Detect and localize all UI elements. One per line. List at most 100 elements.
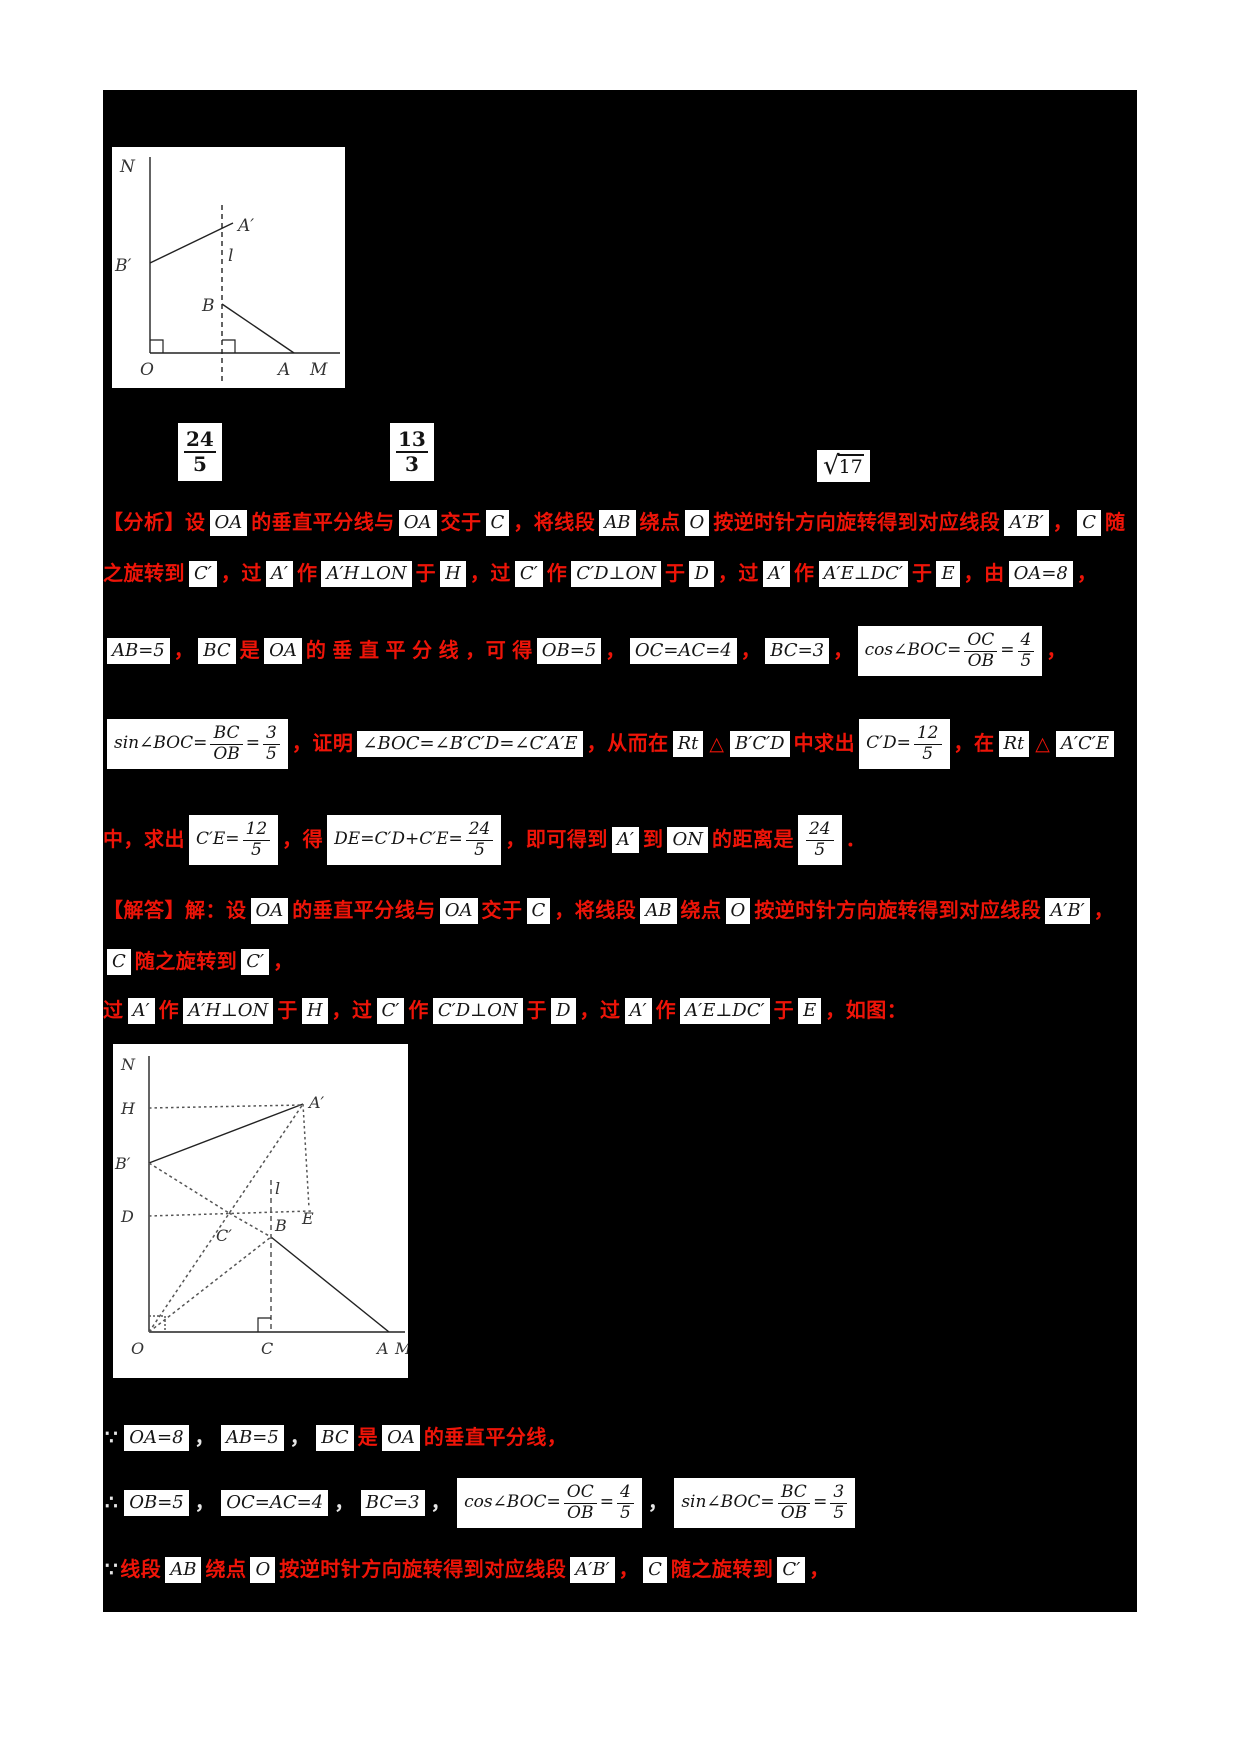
math-box: BC <box>198 637 236 665</box>
red-text: 作 <box>794 563 815 585</box>
label-C-prime: C′ <box>216 1226 232 1245</box>
white-text: ， <box>194 1427 216 1449</box>
numerator: 12 <box>916 722 939 743</box>
math-box: A′E⊥DC′ <box>680 997 770 1025</box>
white-text: ， <box>194 1492 216 1514</box>
denominator: OB <box>777 1502 811 1524</box>
math-box: OC=AC=4 <box>629 637 737 665</box>
math-text: = <box>813 1492 828 1513</box>
segment-B-A <box>270 1236 390 1333</box>
red-text: 的距离是 <box>711 829 794 851</box>
red-text: 是 <box>239 640 261 662</box>
red-text: ， <box>273 951 294 973</box>
analysis-line-5: 中，求出 C′E= 12 5 ，得 DE=C′D+C′E= 24 5 ，即可得到 A′ 到 ON 的距离… <box>103 798 1137 882</box>
label-B: B <box>274 1216 287 1235</box>
fraction: 12 5 <box>913 722 942 764</box>
red-text: ． <box>845 829 867 851</box>
content-block: N A′ B′ l B O A M 24 5 13 3 √ <box>103 90 1137 1612</box>
red-text: 到 <box>642 829 664 851</box>
label-A-prime: A′ <box>236 216 254 236</box>
math-text: = <box>245 733 261 754</box>
numerator: BC <box>213 722 240 743</box>
denominator: 5 <box>617 1502 634 1524</box>
answer-line-4: ∵ OA=8， AB=5， BC 是 OA 的垂直平分线， <box>103 1418 1137 1458</box>
numerator: 24 <box>186 427 214 451</box>
red-text: ，从而在 <box>586 733 669 755</box>
math-box: A′ <box>624 997 652 1025</box>
option-box-13-3: 13 3 <box>390 423 434 481</box>
red-text: ，过 <box>579 1000 621 1022</box>
dashed-Cp-B <box>228 1212 272 1238</box>
math-box: C <box>643 1556 667 1584</box>
red-text: 绕点 <box>205 1559 247 1581</box>
denominator: 5 <box>263 743 280 765</box>
label-B: B <box>201 296 215 316</box>
red-text: 于 <box>415 563 437 585</box>
math-box: C′D⊥ON <box>571 560 661 588</box>
red-text: 作 <box>296 563 318 585</box>
red-text: ， <box>1076 563 1098 585</box>
math-box: OA=8 <box>1008 560 1073 588</box>
white-text: ∴ <box>105 1492 119 1514</box>
label-E: E <box>301 1209 314 1228</box>
math-box: OA <box>209 509 248 537</box>
math-text: cos∠BOC= <box>864 640 962 661</box>
red-text: 绕点 <box>639 512 681 534</box>
denominator: OB <box>964 650 998 672</box>
red-text: 作 <box>408 1000 429 1022</box>
red-text: 线段 <box>120 1559 162 1581</box>
answer-line-3: 过 A′ 作 A′H⊥ON 于 H ，过 C′ 作 C′D⊥ON 于 D ，过 A′ 作 A′E⊥DC′ 于 E，… <box>103 990 1137 1032</box>
math-box: Rt <box>998 730 1030 758</box>
label-N: N <box>119 157 136 177</box>
red-text: 的垂直平分线， <box>423 1427 568 1449</box>
label-H: H <box>120 1099 136 1118</box>
fraction: BC OB <box>210 722 243 764</box>
red-text: 按逆时针方向旋转得到对应线段 <box>279 1559 567 1581</box>
red-text: ，由 <box>963 563 1005 585</box>
math-box: C <box>1077 509 1101 537</box>
math-box: C <box>485 509 510 537</box>
math-box: A′B′ <box>1004 509 1049 537</box>
numerator: 4 <box>620 1481 631 1502</box>
label-B-prime: B′ <box>114 256 131 276</box>
red-text: ，如图： <box>825 1000 908 1022</box>
red-text: 交于 <box>481 900 523 922</box>
label-N: N <box>120 1055 136 1074</box>
math-text: = <box>1000 640 1015 661</box>
dotted-Ap-E <box>302 1103 310 1209</box>
dashed-Bp-Cp <box>148 1162 230 1214</box>
math-text: = <box>599 1492 614 1513</box>
label-B-prime: B′ <box>114 1154 131 1173</box>
red-text: ， <box>605 640 626 662</box>
answer-line-5: ∴ OB=5， OC=AC=4， BC=3， cos∠BOC= OC OB = 4 5， sin∠B… <box>103 1462 1137 1544</box>
red-text: 的 垂 直 平 分 线 ，可 得 <box>305 640 533 662</box>
segment-Bp-Ap <box>148 1103 304 1164</box>
label-A: A <box>276 360 290 380</box>
red-text: ，过 <box>469 563 511 585</box>
denominator: 5 <box>465 839 494 861</box>
denominator: 5 <box>830 1502 848 1524</box>
math-box: C <box>107 948 131 976</box>
math-box: OA=8 <box>124 1424 189 1452</box>
math-box: C′ <box>241 948 270 976</box>
math-box: C′ <box>189 560 217 588</box>
right-angle-at-O <box>150 339 164 353</box>
fraction: 13 3 <box>396 428 428 476</box>
red-text: 绕点 <box>680 900 722 922</box>
numerator: 13 <box>398 427 426 451</box>
red-text: 于 <box>277 1000 298 1022</box>
triangle-symbol: △ <box>709 733 724 755</box>
numerator: 3 <box>266 722 277 743</box>
math-box: E <box>798 997 822 1025</box>
math-box: A′C′E <box>1055 730 1115 758</box>
white-text: ， <box>334 1492 355 1514</box>
right-angle-at-C <box>257 1317 271 1332</box>
red-text: 按逆时针方向旋转得到对应线段 <box>713 512 1001 534</box>
numerator: 12 <box>245 818 268 839</box>
label-l: l <box>275 1179 280 1198</box>
red-text: ， <box>809 1559 830 1581</box>
geometry-figure-solution: N H A′ B′ D C′ l B E O C A M <box>113 1044 408 1378</box>
